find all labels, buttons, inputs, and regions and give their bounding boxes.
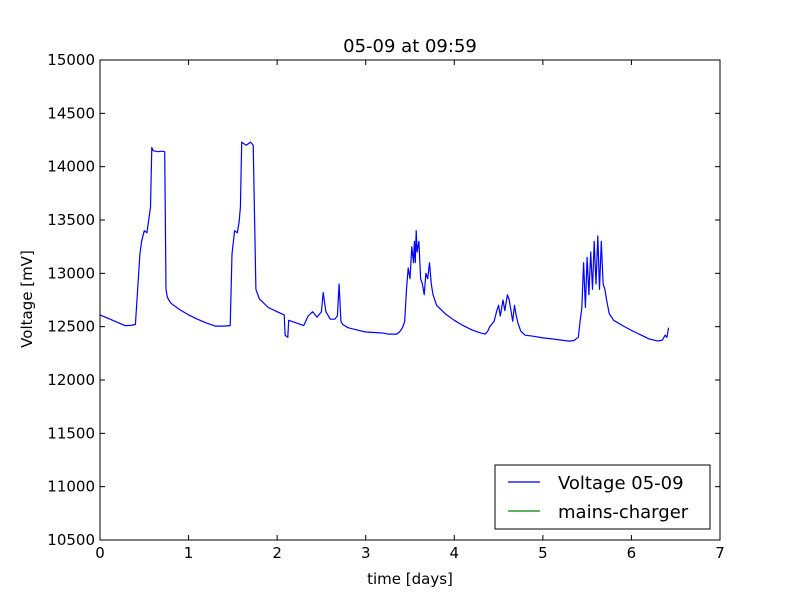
- y-axis: 10500 11000 11500 12000 12500 13000 13500 14000…: [47, 51, 720, 549]
- y-tick-label: 12500: [47, 318, 95, 336]
- legend-box: [494, 464, 711, 530]
- x-tick-label: 4: [450, 544, 460, 562]
- y-tick-label: 14500: [47, 104, 95, 122]
- y-tick-label: 14000: [47, 158, 95, 176]
- x-tick-label: 2: [272, 544, 282, 562]
- chart-title: 05-09 at 09:59: [343, 36, 477, 57]
- x-tick-label: 6: [627, 544, 637, 562]
- y-tick-label: 15000: [47, 51, 95, 69]
- x-axis-label: time [days]: [367, 570, 453, 588]
- x-tick-label: 0: [95, 544, 105, 562]
- x-tick-label: 3: [361, 544, 371, 562]
- y-tick-label: 11500: [47, 424, 95, 442]
- y-tick-label: 11000: [47, 478, 95, 496]
- series-layer: [99, 141, 670, 342]
- x-axis: 0 1 2 3 4 5 6 7: [95, 60, 725, 562]
- x-tick-label: 1: [184, 544, 194, 562]
- plot-area: [99, 59, 721, 541]
- y-axis-label: Voltage [mV]: [18, 250, 36, 348]
- plot-frame: [99, 59, 721, 541]
- legend: Voltage 05-09 mains-charger: [494, 464, 711, 530]
- series-line-0: [99, 141, 670, 342]
- y-tick-label: 13000: [47, 264, 95, 282]
- y-tick-label: 10500: [47, 531, 95, 549]
- legend-label-voltage: Voltage 05-09: [558, 473, 684, 494]
- x-tick-label: 7: [715, 544, 725, 562]
- x-tick-label: 5: [538, 544, 548, 562]
- plot-background: [100, 60, 720, 540]
- legend-label-mains-charger: mains-charger: [558, 502, 689, 523]
- y-tick-label: 12000: [47, 371, 95, 389]
- y-tick-label: 13500: [47, 211, 95, 229]
